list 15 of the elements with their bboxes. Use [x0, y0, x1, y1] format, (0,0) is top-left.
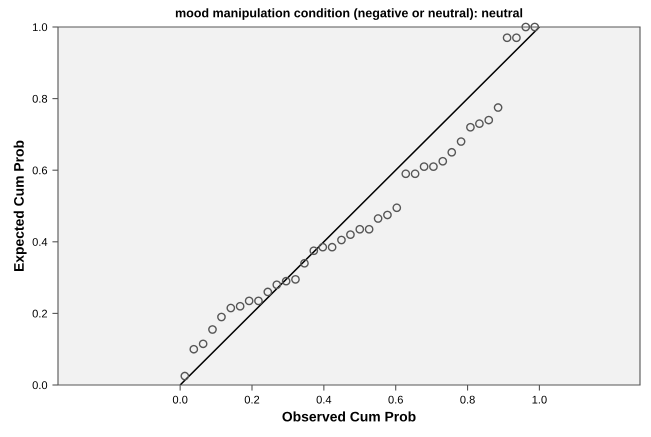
y-tick-label: 0.8: [32, 94, 48, 103]
y-tick-label: 0.6: [32, 166, 48, 174]
y-tick-label: 0.2: [32, 310, 48, 318]
y-axis-title: Expected Cum Prob: [14, 140, 27, 272]
x-tick-label: 1.0: [532, 396, 547, 404]
x-tick-label: 0.2: [244, 396, 260, 404]
x-tick-label: 0.4: [316, 396, 332, 404]
x-axis-title: Observed Cum Prob: [282, 411, 416, 422]
y-tick-label: 1.0: [32, 23, 48, 32]
chart-title: mood manipulation condition (negative or neutral): neutral: [176, 8, 522, 20]
x-tick-label: 0.0: [172, 396, 188, 404]
x-tick-label: 0.8: [460, 396, 475, 404]
x-tick-label: 0.6: [388, 396, 403, 404]
y-tick-label: 0.4: [32, 238, 48, 246]
y-tick-label: 0.0: [32, 381, 48, 390]
